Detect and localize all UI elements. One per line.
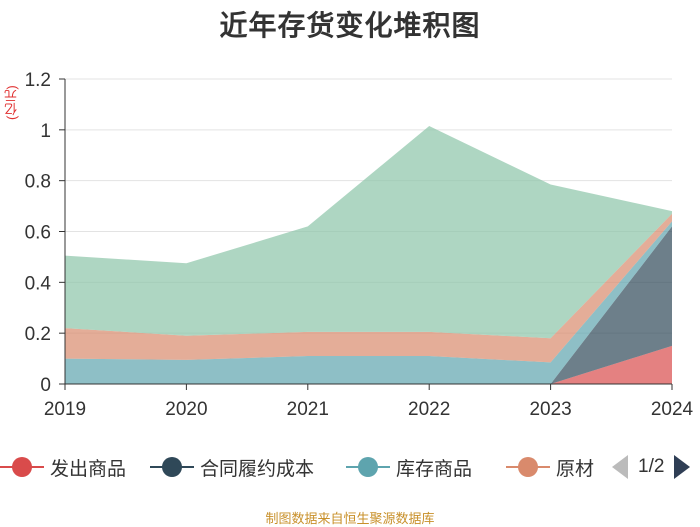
legend-label: 库存商品 [396,458,473,480]
y-tick-label: 0.6 [25,223,51,244]
legend: 发出商品 合同履约成本 库存商品 原材 1/2 [0,450,700,484]
x-tick-label: 2024 [651,399,694,420]
legend-page-indicator: 1/2 [638,456,665,477]
legend-label: 发出商品 [50,458,127,480]
y-tick-label: 0.2 [25,324,51,345]
y-tick-label: 0.4 [25,273,52,294]
legend-marker-icon [150,450,194,484]
area-series [65,126,672,384]
y-tick-label: 0.8 [25,172,51,193]
x-tick-label: 2023 [529,399,571,420]
legend-item[interactable]: 原材 [506,450,594,484]
legend-item[interactable]: 库存商品 [346,450,472,484]
legend-prev-page-icon[interactable] [612,455,628,479]
area-series-4 [65,126,672,339]
x-tick-label: 2020 [165,399,207,420]
legend-label: 原材 [556,458,595,480]
legend-marker-icon [506,450,550,484]
legend-pager: 1/2 [612,450,691,484]
x-tick-label: 2019 [44,399,86,420]
legend-item[interactable]: 发出商品 [0,450,126,484]
y-tick-label: 1.2 [25,70,51,91]
legend-label: 合同履约成本 [200,458,315,480]
area-series-0 [65,345,672,384]
x-tick-label: 2022 [408,399,450,420]
data-source-note: 制图数据来自恒生聚源数据库 [265,511,435,526]
legend-marker-icon [346,450,390,484]
legend-marker-icon [0,450,44,484]
area-series-3 [65,213,672,363]
chart-title: 近年存货变化堆积图 [219,10,481,41]
y-tick-label: 1 [40,121,51,142]
legend-item[interactable]: 合同履约成本 [150,450,314,484]
axes [59,78,673,390]
legend-next-page-icon[interactable] [674,455,691,479]
tick-labels: 0 0.2 0.4 0.6 0.8 1 1.2 2019 2020 2021 2022 2023 202… [25,70,694,420]
y-tick-label: 0 [40,375,51,396]
x-tick-label: 2021 [287,399,329,420]
legend-items: 发出商品 合同履约成本 库存商品 原材 [0,450,598,484]
area-series-2 [65,221,672,384]
